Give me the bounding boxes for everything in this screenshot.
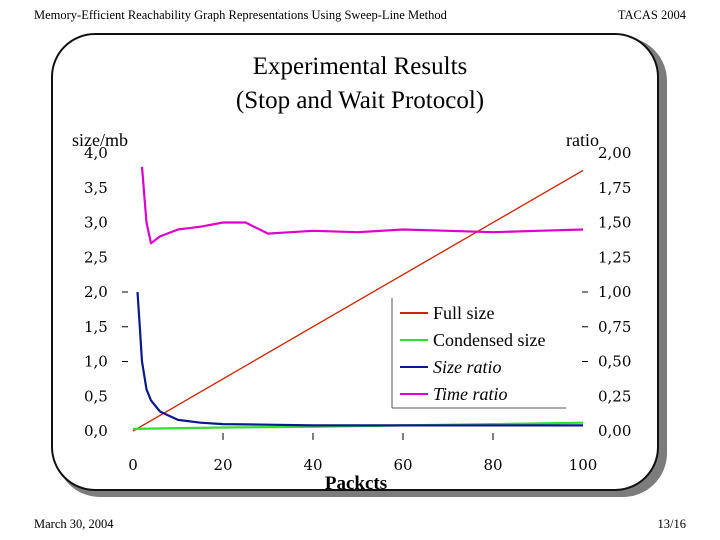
y-left-tick-label: 3,5 xyxy=(84,179,108,197)
y-left-tick-label: 0,5 xyxy=(84,387,108,405)
y-right-tick-label: 2,00 xyxy=(598,144,631,162)
x-tick-label: 0 xyxy=(128,456,138,474)
x-tick-label: 60 xyxy=(393,456,412,474)
y-right-tick-label: 1,25 xyxy=(598,248,631,266)
legend-label: Time ratio xyxy=(433,384,508,404)
y-right-tick-label: 1,00 xyxy=(598,283,631,301)
presentation-title: Memory-Efficient Reachability Graph Repr… xyxy=(34,8,447,22)
legend-label: Condensed size xyxy=(433,330,545,350)
legend-label: Full size xyxy=(433,303,495,323)
footer-date: March 30, 2004 xyxy=(34,517,114,531)
y-right-axis-label: ratio xyxy=(566,130,599,150)
y-right-tick-label: 0,00 xyxy=(598,422,631,440)
y-right-tick-label: 0,75 xyxy=(598,318,631,336)
slide-frame xyxy=(51,33,659,491)
y-right-tick-label: 1,50 xyxy=(598,214,631,232)
y-right-tick-label: 0,25 xyxy=(598,387,631,405)
y-left-tick-label: 2,0 xyxy=(84,283,108,301)
slide-subtitle: (Stop and Wait Protocol) xyxy=(235,87,485,114)
y-left-tick-label: 0,0 xyxy=(84,422,108,440)
y-right-tick-label: 1,75 xyxy=(598,179,631,197)
series-line-full-size xyxy=(132,169,584,432)
y-left-tick-label: 4,0 xyxy=(84,144,108,162)
legend-label: Size ratio xyxy=(433,357,502,377)
series-line-size-ratio xyxy=(136,291,583,427)
page-number: 13/16 xyxy=(657,517,686,531)
x-tick-label: 40 xyxy=(303,456,322,474)
legend-box xyxy=(392,298,566,408)
x-tick-label: 80 xyxy=(483,456,502,474)
x-tick-label: 20 xyxy=(213,456,232,474)
x-axis-label: Packcts xyxy=(325,473,387,494)
y-left-tick-label: 1,5 xyxy=(84,318,108,336)
x-tick-label: 100 xyxy=(569,456,598,474)
y-right-tick-label: 0,50 xyxy=(598,353,631,371)
slide-title: Experimental Results xyxy=(252,53,468,80)
y-left-tick-label: 1,0 xyxy=(84,353,108,371)
y-left-tick-label: 3,0 xyxy=(84,214,108,232)
conference-label: TACAS 2004 xyxy=(617,8,686,22)
y-left-axis-label: size/mb xyxy=(72,130,128,150)
series-line-time-ratio xyxy=(140,166,584,245)
y-left-tick-label: 2,5 xyxy=(84,248,108,266)
